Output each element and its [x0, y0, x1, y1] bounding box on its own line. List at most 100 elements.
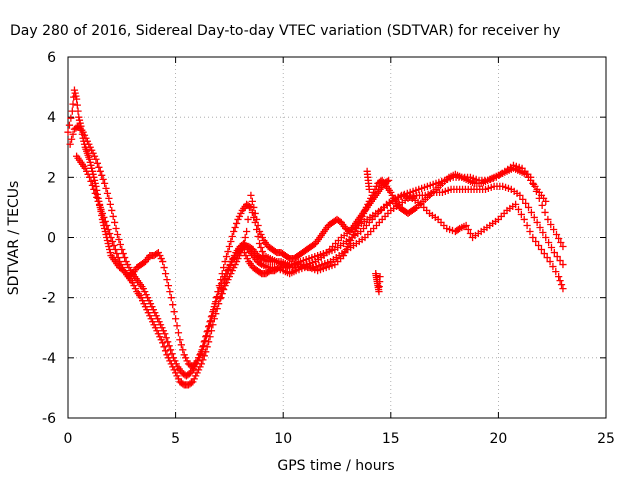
data-point — [550, 248, 558, 257]
data-point — [543, 253, 551, 262]
series-track — [363, 167, 384, 296]
data-point — [547, 220, 555, 229]
data-point — [204, 327, 212, 335]
data-point — [553, 252, 561, 261]
data-point — [202, 332, 211, 340]
data-point — [217, 294, 225, 302]
data-point — [179, 346, 187, 354]
data-point — [106, 229, 114, 238]
data-point — [238, 245, 246, 254]
data-point — [199, 343, 207, 351]
data-point — [559, 260, 567, 269]
data-point — [168, 350, 176, 358]
data-point — [73, 95, 81, 103]
data-point — [253, 215, 261, 224]
data-point — [540, 249, 548, 258]
data-point — [556, 277, 564, 285]
data-point — [520, 215, 528, 224]
data-point — [240, 239, 248, 248]
data-point — [206, 318, 214, 326]
data-point — [115, 235, 123, 244]
data-point — [555, 273, 563, 281]
data-point — [64, 128, 72, 136]
data-point — [100, 213, 108, 222]
data-point — [365, 185, 373, 193]
data-point — [523, 221, 531, 230]
data-point — [113, 230, 122, 239]
y-tick-label: -4 — [42, 351, 56, 367]
data-point — [209, 308, 217, 316]
data-point — [232, 219, 241, 228]
data-point — [199, 342, 208, 350]
series-track — [73, 152, 567, 371]
data-point — [557, 238, 565, 247]
data-point — [231, 223, 239, 232]
data-point — [559, 285, 567, 293]
data-point — [114, 253, 122, 262]
data-point — [243, 227, 251, 236]
data-point — [557, 281, 566, 289]
y-tick-label: -6 — [42, 411, 56, 427]
data-point — [93, 159, 102, 167]
data-point — [519, 195, 527, 203]
data-point — [67, 135, 76, 143]
data-point — [533, 218, 541, 227]
data-point — [251, 209, 259, 218]
data-points — [64, 86, 567, 389]
data-point — [177, 341, 185, 349]
data-point — [552, 230, 561, 239]
data-point — [516, 191, 524, 199]
data-point — [542, 197, 550, 205]
data-point — [159, 257, 167, 266]
axis-ticks: 0 5 10 15 20 25 -6 -4 -2 0 2 4 6 — [42, 50, 615, 447]
data-point — [544, 215, 552, 224]
data-point — [258, 247, 266, 256]
data-point — [163, 276, 171, 284]
data-point — [197, 348, 206, 356]
data-point — [170, 308, 178, 316]
y-axis-title: SDTVAR / TECUs — [6, 181, 22, 296]
series-track — [240, 164, 550, 278]
data-point — [164, 282, 173, 290]
data-point — [244, 215, 252, 224]
grid — [68, 57, 606, 418]
y-tick-label: 4 — [47, 110, 56, 126]
data-point — [218, 290, 226, 298]
data-point — [116, 240, 124, 249]
data-point — [227, 237, 235, 246]
data-point — [546, 257, 554, 266]
data-point — [187, 379, 195, 387]
data-point — [87, 177, 95, 185]
data-point — [255, 239, 264, 248]
data-point — [542, 233, 550, 242]
data-point — [208, 312, 216, 320]
data-point — [160, 343, 168, 351]
data-point — [205, 322, 213, 330]
data-point — [526, 227, 534, 236]
x-tick-label: 5 — [171, 431, 180, 447]
data-point — [376, 273, 384, 281]
data-point — [383, 177, 391, 185]
x-tick-label: 0 — [64, 431, 73, 447]
data-point — [201, 337, 209, 345]
data-point — [517, 210, 525, 219]
data-point — [105, 194, 113, 202]
data-point — [220, 286, 228, 294]
data-point — [550, 225, 558, 234]
data-point — [530, 213, 538, 222]
data-point — [529, 233, 537, 242]
x-axis-title: GPS time / hours — [277, 458, 394, 474]
data-point — [85, 173, 94, 181]
data-point — [534, 241, 543, 250]
data-point — [97, 205, 105, 214]
data-point — [207, 317, 215, 325]
data-point — [161, 347, 170, 355]
data-point — [92, 155, 100, 163]
y-tick-label: 0 — [47, 231, 56, 247]
data-point — [173, 322, 181, 330]
data-point — [98, 171, 106, 179]
series-track — [66, 122, 567, 380]
data-point — [522, 199, 530, 208]
data-point — [100, 179, 109, 187]
data-point — [200, 338, 208, 346]
